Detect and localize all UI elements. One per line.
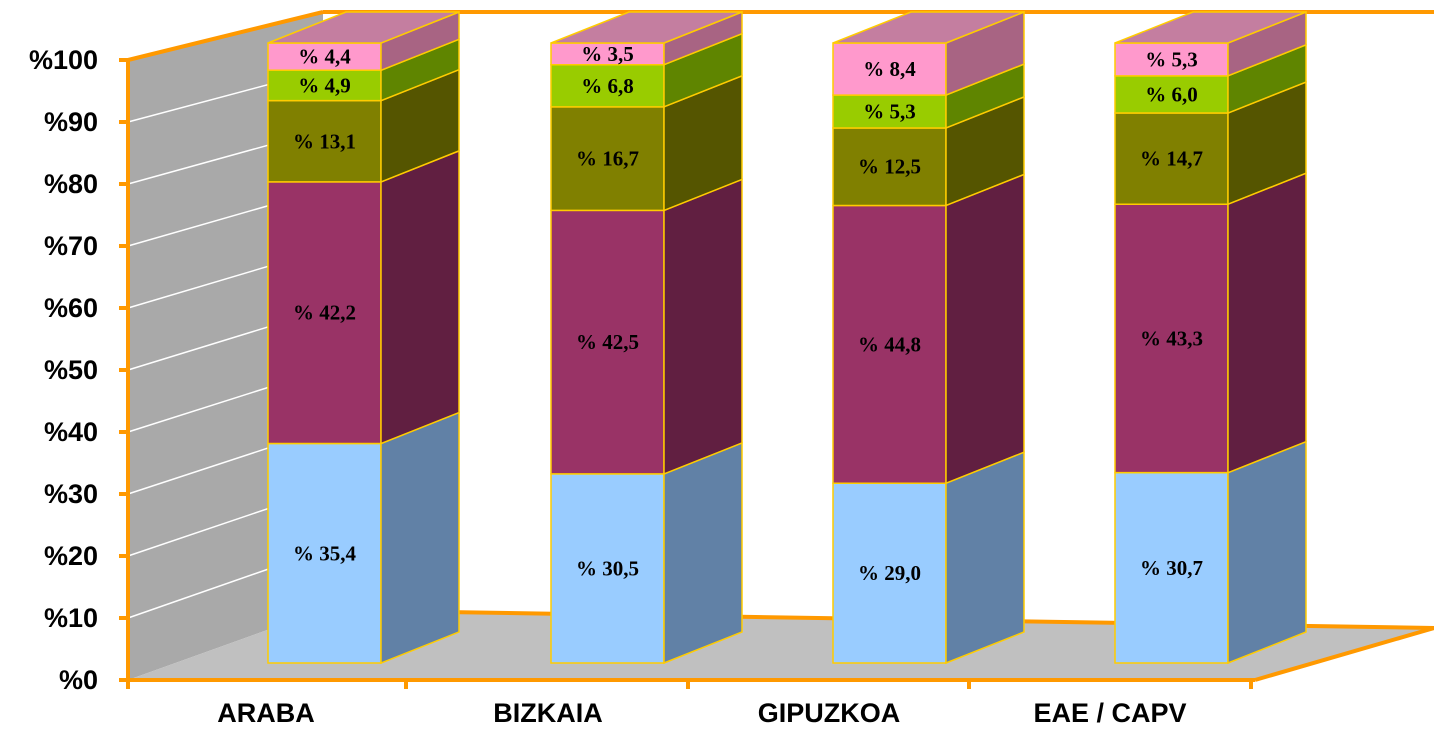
data-label-eae-capv-2: % 43,3 bbox=[1140, 326, 1203, 350]
bar-side bbox=[380, 149, 460, 445]
data-label-eae-capv-1: % 30,7 bbox=[1140, 556, 1203, 580]
bar-segment-bizkaia-1 bbox=[550, 441, 743, 665]
bar-side bbox=[380, 411, 460, 665]
bar-segment-araba-2 bbox=[267, 149, 460, 445]
y-tick-label: %50 bbox=[44, 355, 98, 385]
data-label-araba-2: % 42,2 bbox=[293, 301, 356, 325]
data-label-bizkaia-2: % 42,5 bbox=[576, 330, 639, 354]
bars bbox=[267, 10, 1307, 665]
y-tick-label: %70 bbox=[44, 231, 98, 261]
data-label-bizkaia-1: % 30,5 bbox=[576, 556, 639, 580]
bar-segment-araba-1 bbox=[267, 411, 460, 665]
bar-top bbox=[832, 11, 1025, 44]
y-tick-label: %0 bbox=[59, 665, 98, 695]
bar-segment-bizkaia-3 bbox=[550, 74, 743, 212]
y-tick-label: %60 bbox=[44, 293, 98, 323]
bar-segment-eae-capv-2 bbox=[1114, 172, 1307, 474]
bar-side bbox=[663, 441, 743, 665]
wall-top-edge bbox=[127, 10, 324, 62]
data-label-araba-3: % 13,1 bbox=[293, 129, 356, 153]
data-label-araba-4: % 4,9 bbox=[298, 73, 351, 97]
x-tick-label-gipuzkoa: GIPUZKOA bbox=[758, 698, 901, 728]
data-label-araba-1: % 35,4 bbox=[293, 541, 357, 565]
bar-segment-araba-5 bbox=[267, 10, 460, 72]
y-tick-label: %40 bbox=[44, 417, 98, 447]
bar-segment-gipuzkoa-3 bbox=[832, 95, 1025, 207]
x-tick-label-bizkaia: BIZKAIA bbox=[493, 698, 603, 728]
data-label-gipuzkoa-3: % 12,5 bbox=[858, 155, 921, 179]
data-label-eae-capv-4: % 6,0 bbox=[1145, 82, 1198, 106]
y-tick-label: %10 bbox=[44, 603, 98, 633]
bar-segment-araba-3 bbox=[267, 68, 460, 183]
bar-segment-eae-capv-5 bbox=[1114, 10, 1307, 77]
bar-top bbox=[1114, 11, 1307, 44]
bar-top bbox=[550, 11, 743, 44]
bar-segment-bizkaia-4 bbox=[550, 32, 743, 108]
bar-top bbox=[267, 11, 460, 44]
y-tick-label: %80 bbox=[44, 169, 98, 199]
bar-segment-eae-capv-1 bbox=[1114, 440, 1307, 665]
data-label-araba-5: % 4,4 bbox=[298, 45, 351, 69]
data-label-gipuzkoa-2: % 44,8 bbox=[858, 332, 921, 356]
floor-right-edge bbox=[1254, 626, 1434, 682]
bar-segment-gipuzkoa-4 bbox=[832, 62, 1025, 130]
data-label-bizkaia-4: % 6,8 bbox=[581, 74, 634, 98]
data-label-bizkaia-5: % 3,5 bbox=[581, 42, 634, 66]
data-label-gipuzkoa-5: % 8,4 bbox=[863, 57, 916, 81]
bar-segment-bizkaia-5 bbox=[550, 10, 743, 66]
x-tick-label-araba: ARABA bbox=[217, 698, 315, 728]
bar-side bbox=[663, 178, 743, 476]
bar-segment-gipuzkoa-2 bbox=[832, 173, 1025, 485]
x-tick-label-eae-capv: EAE / CAPV bbox=[1033, 698, 1186, 728]
bar-side bbox=[945, 451, 1025, 665]
y-tick-label: %90 bbox=[44, 107, 98, 137]
y-tick-labels: %0 %10 %20 %30 %40 %50 %60 %70 %80 %90 %100 bbox=[29, 45, 98, 695]
bar-side bbox=[1227, 172, 1307, 474]
x-tick-labels: ARABA BIZKAIA GIPUZKOA EAE / CAPV bbox=[217, 698, 1186, 728]
bar-segment-gipuzkoa-5 bbox=[832, 10, 1025, 97]
y-tick-label: %20 bbox=[44, 541, 98, 571]
data-label-bizkaia-3: % 16,7 bbox=[576, 147, 639, 171]
bar-side bbox=[1227, 440, 1307, 665]
bar-segment-bizkaia-2 bbox=[550, 178, 743, 476]
bar-segment-eae-capv-3 bbox=[1114, 80, 1307, 206]
y-tick-label: %100 bbox=[29, 45, 98, 75]
data-label-eae-capv-3: % 14,7 bbox=[1140, 147, 1203, 171]
data-label-gipuzkoa-4: % 5,3 bbox=[863, 100, 916, 124]
data-label-eae-capv-5: % 5,3 bbox=[1145, 47, 1198, 71]
bar-segment-eae-capv-4 bbox=[1114, 43, 1307, 115]
data-labels: % 35,4 % 42,2 % 13,1 % 4,9 % 4,4 % 30,5 % 42,5… bbox=[293, 42, 1203, 585]
bar-side bbox=[945, 173, 1025, 485]
data-label-gipuzkoa-1: % 29,0 bbox=[858, 561, 921, 585]
y-tick-label: %30 bbox=[44, 479, 98, 509]
